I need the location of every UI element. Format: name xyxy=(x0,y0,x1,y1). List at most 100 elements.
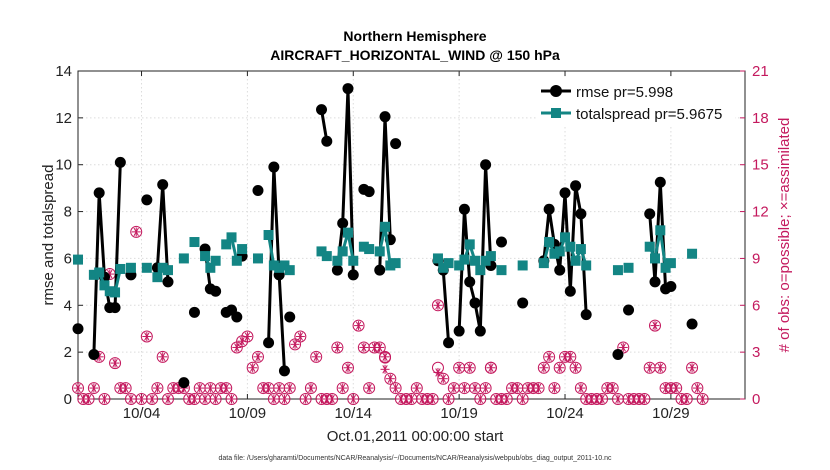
obs-assimilated-marker xyxy=(248,363,258,373)
obs-assimilated-marker xyxy=(290,339,300,349)
obs-possible-marker xyxy=(410,382,423,395)
rmse-point xyxy=(374,264,386,276)
obs-possible-marker xyxy=(373,341,386,354)
obs-assimilated-marker xyxy=(211,394,221,404)
rmse-point xyxy=(141,194,153,206)
totalspread-point xyxy=(644,241,655,252)
obs-assimilated-marker xyxy=(242,332,252,342)
obs-assimilated-marker xyxy=(311,352,321,362)
obs-assimilated-marker xyxy=(645,363,655,373)
obs-possible-marker xyxy=(574,382,587,395)
rmse-point xyxy=(495,236,507,248)
rmse-point xyxy=(543,203,555,215)
rmse-point xyxy=(480,159,492,171)
obs-possible-marker xyxy=(691,382,704,395)
obs-assimilated-marker xyxy=(338,383,348,393)
rmse-point xyxy=(268,161,280,173)
totalspread-point xyxy=(496,265,507,276)
y-tick-label: 8 xyxy=(64,204,72,221)
obs-assimilated-marker xyxy=(682,394,692,404)
totalspread-point xyxy=(364,244,375,255)
totalspread-point xyxy=(221,239,232,250)
obs-assimilated-marker xyxy=(253,352,263,362)
obs-possible-marker xyxy=(437,372,450,385)
totalspread-point xyxy=(623,262,634,273)
totalspread-point xyxy=(162,265,173,276)
x-tick-label: 10/04 xyxy=(123,405,161,422)
rmse-point xyxy=(559,187,571,199)
obs-possible-marker xyxy=(326,393,339,405)
obs-possible-marker xyxy=(209,393,222,405)
obs-possible-marker xyxy=(336,382,349,395)
obs-assimilated-marker xyxy=(454,363,464,373)
totalspread-point xyxy=(549,248,560,259)
totalspread-point xyxy=(152,272,163,283)
obs-assimilated-marker xyxy=(110,358,120,368)
obs-possible-marker xyxy=(246,361,259,374)
totalspread-point xyxy=(358,241,369,252)
totalspread-point xyxy=(581,260,592,271)
totalspread-point xyxy=(650,253,661,264)
rmse-point xyxy=(644,208,656,220)
obs-possible-marker xyxy=(161,393,174,405)
obs-assimilated-marker xyxy=(618,342,628,352)
obs-possible-marker xyxy=(331,341,344,354)
legend-box xyxy=(537,79,735,127)
obs-possible-marker xyxy=(484,361,497,374)
totalspread-point xyxy=(560,232,571,243)
obs-assimilated-marker xyxy=(195,383,205,393)
rmse-point xyxy=(575,208,587,220)
obs-possible-marker xyxy=(251,350,264,363)
rmse-point xyxy=(337,217,349,229)
totalspread-point xyxy=(226,232,237,243)
obs-possible-marker xyxy=(389,382,402,395)
rmse-point xyxy=(554,264,566,276)
totalspread-point xyxy=(263,230,274,240)
obs-possible-marker xyxy=(299,393,312,405)
obs-assimilated-marker xyxy=(279,394,289,404)
rmse-point xyxy=(342,83,354,95)
obs-assimilated-marker xyxy=(412,383,422,393)
totalspread-point xyxy=(575,244,586,255)
rmse-point xyxy=(623,304,635,316)
obs-assimilated-marker xyxy=(301,394,311,404)
obs-possible-marker xyxy=(384,372,397,385)
obs-possible-marker xyxy=(516,393,529,405)
obs-assimilated-marker xyxy=(459,383,469,393)
totalspread-point xyxy=(612,265,623,276)
obs-assimilated-marker xyxy=(639,394,649,404)
obs-assimilated-marker xyxy=(269,394,279,404)
totalspread-point xyxy=(687,248,698,259)
y-right-axis-label: # of obs: o=possible; ×=assimilated xyxy=(776,118,793,353)
totalspread-point xyxy=(205,262,216,273)
obs-assimilated-marker xyxy=(571,363,581,373)
obs-possible-marker xyxy=(532,382,545,395)
rmse-point xyxy=(252,184,264,196)
axis-ticks: 10/04 10/09 10/14 10/19 10/24 10/29 0 2 4 6 8 10 12 1… xyxy=(55,63,768,422)
obs-assimilated-marker xyxy=(555,363,565,373)
y-tick-label: 4 xyxy=(64,297,72,314)
rmse-point xyxy=(114,156,126,168)
obs-markers xyxy=(72,225,709,405)
rmse-point xyxy=(564,285,576,297)
obs-possible-marker xyxy=(638,393,651,405)
obs-assimilated-marker xyxy=(152,383,162,393)
totalspread-point xyxy=(665,258,676,269)
obs-assimilated-marker xyxy=(698,394,708,404)
chart-title: Northern Hemisphere xyxy=(343,28,486,44)
totalspread-point xyxy=(104,286,115,297)
obs-assimilated-marker xyxy=(544,352,554,362)
obs-assimilated-marker xyxy=(481,383,491,393)
totalspread-point xyxy=(385,260,396,271)
obs-assimilated-marker xyxy=(444,394,454,404)
obs-assimilated-marker xyxy=(84,394,94,404)
totalspread-point xyxy=(237,244,248,255)
obs-assimilated-marker xyxy=(158,352,168,362)
obs-assimilated-marker xyxy=(549,383,559,393)
obs-possible-marker xyxy=(649,319,662,332)
totalspread-point xyxy=(115,263,126,274)
obs-assimilated-marker xyxy=(274,383,284,393)
obs-assimilated-marker xyxy=(131,227,141,237)
obs-assimilated-marker xyxy=(232,342,242,352)
